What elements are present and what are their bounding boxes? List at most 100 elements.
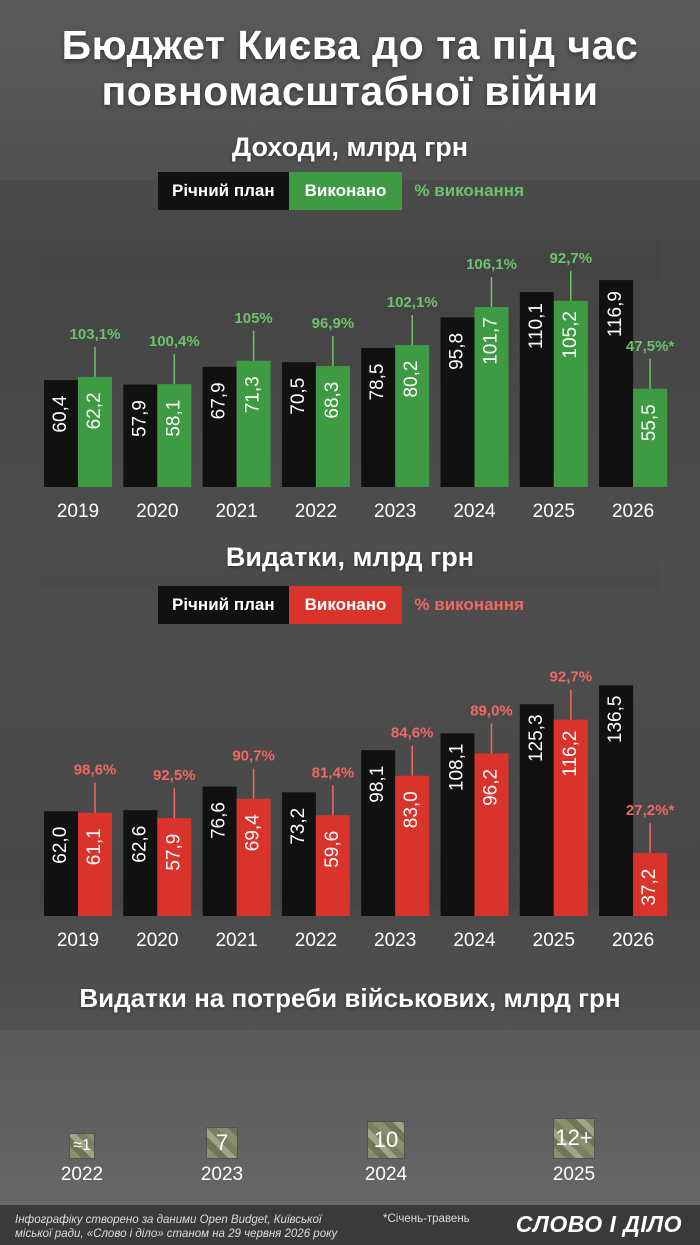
percent-label: 105% [234,310,272,327]
footnote: *Січень-травень [383,1213,470,1225]
plan-bar [123,810,158,916]
percent-label: 92,7% [550,669,593,686]
year-label: 2021 [215,930,257,951]
percent-label: 81,4% [312,764,355,781]
done-value-label: 105,2 [560,311,581,359]
legend-done: Виконано [288,172,403,210]
military-year: 2025 [552,1164,596,1185]
percent-label: 90,7% [232,748,275,765]
done-value-label: 96,2 [481,769,502,806]
plan-value-label: 95,8 [447,333,468,370]
plan-value-label: 57,9 [129,400,150,437]
title-line-1: Бюджет Києва до та під час [61,22,639,68]
plan-bar [281,792,316,916]
plan-value-label: 78,5 [367,364,388,401]
done-bar [395,345,430,487]
plan-bar [123,384,158,487]
year-label: 2023 [374,501,416,522]
plan-value-label: 62,6 [129,826,150,863]
source-line-1: Інфографіку створено за даними Open Budg… [15,1214,322,1226]
plan-bar [202,366,237,487]
expenses-title: Видатки, млрд грн [225,542,475,572]
done-value-label: 68,3 [322,382,343,419]
year-label: 2019 [57,501,99,522]
page-title: Бюджет Києва до та під час повномасштабн… [0,22,700,114]
military-year: 2024 [364,1164,408,1185]
plan-value-label: 60,4 [50,395,71,432]
done-value-label: 83,0 [401,791,422,828]
done-value-label: 80,2 [401,361,422,398]
done-bar [633,388,668,487]
done-bar [474,753,509,916]
done-value-label: 62,2 [84,392,105,429]
legend-percent: % виконання [414,181,524,200]
year-label: 2021 [215,501,257,522]
percent-label: 106,1% [466,256,517,273]
military-value: 7 [215,1130,229,1156]
done-bar [395,775,430,916]
legend-done: Виконано [288,586,403,624]
plan-value-label: 116,9 [605,291,626,337]
percent-label: 98,6% [74,762,117,779]
percent-label: 92,7% [550,250,593,267]
plan-bar [44,380,78,487]
plan-bar [361,750,396,916]
military-value: 12+ [555,1125,593,1151]
plan-bar [440,317,475,487]
brand-logo: СЛОВО І ДІЛО [515,1211,682,1237]
done-value-label: 55,5 [639,404,660,441]
year-label: 2026 [612,930,654,951]
plan-value-label: 70,5 [288,378,309,415]
done-bar [553,300,588,487]
done-value-label: 59,6 [322,831,343,868]
percent-label: 102,1% [387,294,438,311]
percent-label: 84,6% [391,725,434,742]
military-year: 2022 [60,1164,104,1185]
year-label: 2020 [136,501,178,522]
source-note: Інфографіку створено за даними Open Budg… [15,1213,375,1241]
year-label: 2025 [533,930,575,951]
legend-plan: Річний план [158,172,289,210]
percent-label: 100,4% [149,333,200,350]
military-value: ≈1 [73,1137,91,1154]
done-value-label: 71,3 [243,376,264,413]
done-bar [633,853,668,916]
plan-bar [519,704,554,916]
plan-bar [440,733,475,916]
military-year: 2023 [200,1164,244,1185]
year-label: 2020 [136,930,178,951]
plan-bar [599,280,634,487]
done-bar [315,366,350,487]
done-bar [236,360,271,487]
year-label: 2022 [295,501,337,522]
done-bar [78,812,112,916]
done-value-label: 61,1 [84,828,105,865]
percent-label: 27,2%* [626,802,675,819]
done-bar [78,376,112,487]
year-label: 2022 [295,930,337,951]
done-bar [553,719,588,916]
plan-value-label: 67,9 [209,382,230,419]
done-value-label: 58,1 [163,400,184,437]
military-value: 10 [373,1127,399,1153]
done-bar [474,306,509,487]
done-value-label: 57,9 [163,834,184,871]
percent-label: 47,5%* [626,338,675,355]
done-value-label: 37,2 [639,869,660,906]
done-bar [157,384,192,487]
year-label: 2019 [57,930,99,951]
military-title: Видатки на потреби військових, млрд грн [79,983,621,1013]
percent-label: 96,9% [312,315,355,332]
plan-value-label: 76,6 [209,802,230,839]
military-square: 10 [368,1122,404,1158]
done-bar [157,818,192,916]
title-line-2: повномасштабної війни [101,68,599,114]
plan-value-label: 125,3 [526,714,547,762]
plan-value-label: 98,1 [367,766,388,803]
done-value-label: 116,2 [560,731,581,777]
year-label: 2024 [453,501,496,522]
year-label: 2023 [374,930,416,951]
plan-bar [44,811,78,916]
done-bar [315,815,350,916]
